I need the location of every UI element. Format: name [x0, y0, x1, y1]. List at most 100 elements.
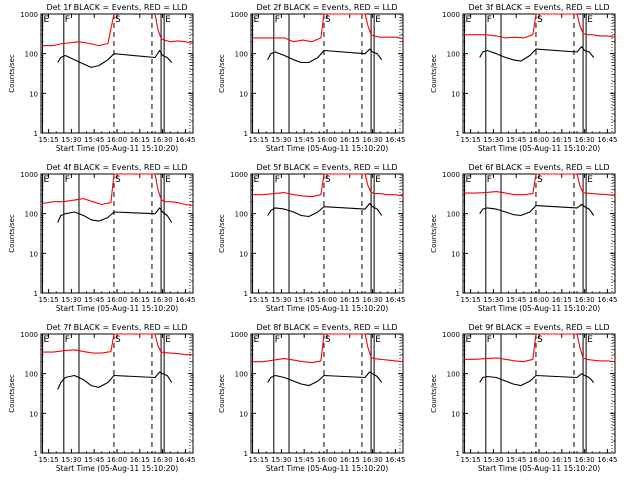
- y-tick-label: 1000: [230, 11, 248, 19]
- marker-label: E: [587, 335, 593, 345]
- x-tick-label: 15:30: [271, 296, 291, 304]
- x-tick-label: 16:15: [130, 456, 150, 464]
- x-tick-label: 16:45: [385, 136, 405, 144]
- y-tick-label: 1: [244, 290, 248, 298]
- x-tick-label: 16:30: [575, 136, 595, 144]
- marker-label: S: [115, 15, 121, 25]
- y-tick-label: 100: [25, 51, 38, 59]
- marker-label: E: [466, 15, 472, 25]
- x-axis-label: Start Time (05-Aug-11 15:10:20): [478, 144, 600, 153]
- lld-series-line: [252, 333, 404, 364]
- y-tick-label: 100: [235, 211, 248, 219]
- x-tick-label: 16:45: [175, 296, 195, 304]
- marker-label: F: [487, 175, 492, 185]
- x-tick-label: 15:15: [249, 136, 269, 144]
- x-tick-label: 16:30: [153, 136, 173, 144]
- panel-title: Det 8f BLACK = Events, RED = LLD: [256, 323, 397, 332]
- x-tick-label: 15:15: [249, 456, 269, 464]
- marker-label: F: [65, 175, 70, 185]
- y-tick-label: 10: [29, 90, 38, 98]
- x-axis-label: Start Time (05-Aug-11 15:10:20): [56, 144, 178, 153]
- y-tick-label: 1000: [230, 331, 248, 339]
- marker-label: S: [325, 335, 331, 345]
- marker-label: S: [537, 175, 543, 185]
- x-axis-label: Start Time (05-Aug-11 15:10:20): [266, 464, 388, 473]
- x-tick-label: 15:30: [61, 456, 81, 464]
- y-tick-label: 10: [451, 250, 460, 258]
- y-axis-label: Counts/sec: [8, 374, 16, 413]
- y-tick-label: 100: [447, 371, 460, 379]
- x-tick-label: 16:00: [317, 136, 337, 144]
- x-axis-label: Start Time (05-Aug-11 15:10:20): [478, 304, 600, 313]
- x-tick-label: 16:30: [363, 136, 383, 144]
- y-tick-label: 100: [235, 371, 248, 379]
- lld-series-line: [464, 333, 616, 363]
- y-tick-label: 1: [456, 450, 460, 458]
- x-tick-label: 16:15: [552, 296, 572, 304]
- y-tick-label: 1000: [442, 331, 460, 339]
- x-tick-label: 15:15: [39, 296, 59, 304]
- x-axis-label: Start Time (05-Aug-11 15:10:20): [266, 144, 388, 153]
- marker-label: E: [466, 335, 472, 345]
- y-axis-label: Counts/sec: [430, 214, 438, 253]
- y-tick-label: 10: [451, 410, 460, 418]
- x-tick-label: 16:30: [575, 296, 595, 304]
- x-tick-label: 15:45: [506, 136, 526, 144]
- y-tick-label: 1: [34, 130, 38, 138]
- y-tick-label: 10: [451, 90, 460, 98]
- lld-series-line: [42, 13, 115, 47]
- events-series-line: [57, 207, 173, 223]
- y-tick-label: 1000: [20, 331, 38, 339]
- x-tick-label: 16:00: [529, 456, 549, 464]
- lld-series-line: [252, 13, 404, 43]
- x-tick-label: 15:45: [294, 136, 314, 144]
- x-tick-label: 15:45: [506, 456, 526, 464]
- x-tick-label: 16:15: [340, 296, 360, 304]
- y-tick-label: 100: [25, 211, 38, 219]
- lld-series-line: [464, 13, 616, 39]
- x-tick-label: 16:00: [107, 136, 127, 144]
- y-tick-label: 10: [239, 410, 248, 418]
- y-tick-label: 1000: [20, 171, 38, 179]
- marker-label: S: [115, 335, 121, 345]
- x-tick-label: 15:15: [461, 296, 481, 304]
- marker-label: E: [375, 335, 381, 345]
- marker-label: S: [537, 15, 543, 25]
- panel-2: Det 2f BLACK = Events, RED = LLD 1 10 100 10…: [218, 3, 405, 153]
- panel-1: Det 1f BLACK = Events, RED = LLD 1 10 100 10…: [8, 3, 195, 153]
- x-tick-label: 16:15: [130, 136, 150, 144]
- y-tick-label: 1: [244, 450, 248, 458]
- y-tick-label: 100: [235, 51, 248, 59]
- marker-label: E: [254, 15, 260, 25]
- panel-4: Det 4f BLACK = Events, RED = LLD 1 10 100 10…: [8, 163, 195, 313]
- y-tick-label: 10: [29, 250, 38, 258]
- x-tick-label: 16:30: [153, 456, 173, 464]
- events-series-line: [479, 46, 595, 62]
- marker-label: E: [254, 175, 260, 185]
- marker-label: F: [275, 335, 280, 345]
- x-tick-label: 15:15: [249, 296, 269, 304]
- panel-6: Det 6f BLACK = Events, RED = LLD 1 10 100 10…: [430, 163, 617, 313]
- events-series-line: [479, 203, 595, 217]
- y-tick-label: 1000: [230, 171, 248, 179]
- marker-label: F: [487, 15, 492, 25]
- panel-7: Det 7f BLACK = Events, RED = LLD 1 10 100 10…: [8, 323, 195, 473]
- x-tick-label: 16:15: [552, 136, 572, 144]
- events-series-line: [57, 371, 173, 390]
- x-tick-label: 16:30: [575, 456, 595, 464]
- events-series-line: [267, 48, 383, 64]
- x-axis-label: Start Time (05-Aug-11 15:10:20): [478, 464, 600, 473]
- panel-title: Det 6f BLACK = Events, RED = LLD: [468, 163, 609, 172]
- y-axis-label: Counts/sec: [430, 54, 438, 93]
- y-tick-label: 1000: [442, 11, 460, 19]
- marker-label: E: [466, 175, 472, 185]
- x-tick-label: 16:15: [340, 136, 360, 144]
- y-tick-label: 1: [456, 290, 460, 298]
- x-tick-label: 16:00: [529, 136, 549, 144]
- x-tick-label: 15:15: [461, 136, 481, 144]
- x-tick-label: 15:30: [61, 136, 81, 144]
- y-tick-label: 10: [239, 90, 248, 98]
- x-tick-label: 15:45: [84, 456, 104, 464]
- marker-label: F: [275, 15, 280, 25]
- y-tick-label: 1: [34, 450, 38, 458]
